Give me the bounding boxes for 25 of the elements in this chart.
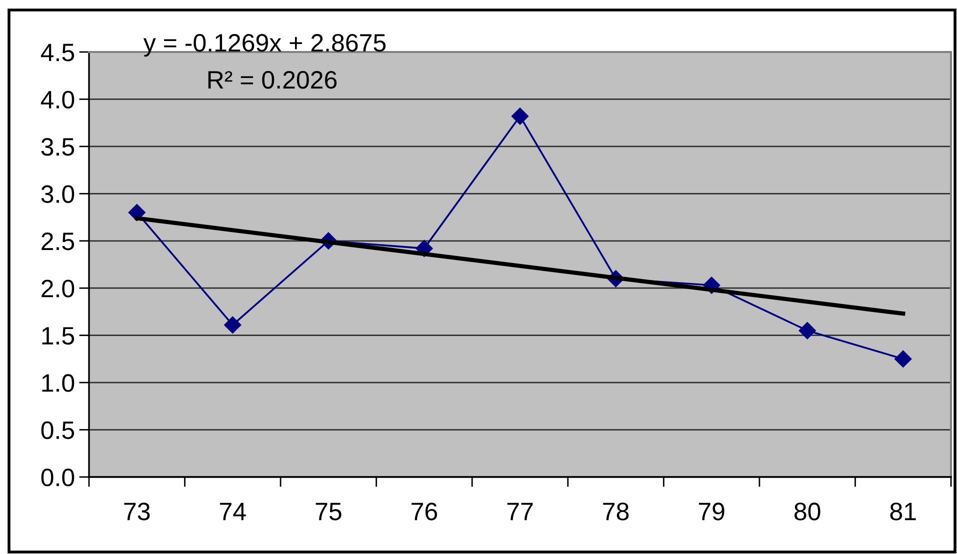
y-tick-label: 0.5 — [41, 421, 74, 440]
x-tick-label: 81 — [890, 502, 916, 520]
x-tick-label: 74 — [220, 502, 246, 520]
point — [798, 322, 816, 340]
point — [894, 350, 912, 368]
x-tick-label: 78 — [603, 502, 629, 520]
y-tick-label: 1.0 — [42, 374, 74, 392]
x-tick-label: 77 — [507, 502, 533, 520]
annotation: R² = 0.2026 — [208, 71, 337, 89]
y-tick-label: 1.5 — [42, 327, 74, 345]
annotation: y = -0.1269x + 2.8675 — [143, 34, 386, 57]
y-tick-label: 4.0 — [40, 90, 74, 109]
y-tick-label: 2.0 — [42, 280, 74, 298]
y-tick-label: 0.0 — [41, 468, 74, 486]
y-tick-label: 3.0 — [41, 185, 74, 203]
y-tick-label: 2.5 — [42, 232, 74, 250]
x-tick-label: 76 — [412, 502, 438, 520]
x-tick-label: 73 — [124, 502, 150, 520]
x-tick-label: 80 — [794, 502, 820, 520]
x-tick-label: 75 — [316, 502, 342, 520]
y-tick-label: 3.5 — [41, 138, 74, 156]
point — [224, 316, 242, 334]
x-tick-label: 79 — [698, 502, 724, 520]
y-tick-label: 4.5 — [40, 44, 74, 62]
point — [511, 108, 529, 125]
